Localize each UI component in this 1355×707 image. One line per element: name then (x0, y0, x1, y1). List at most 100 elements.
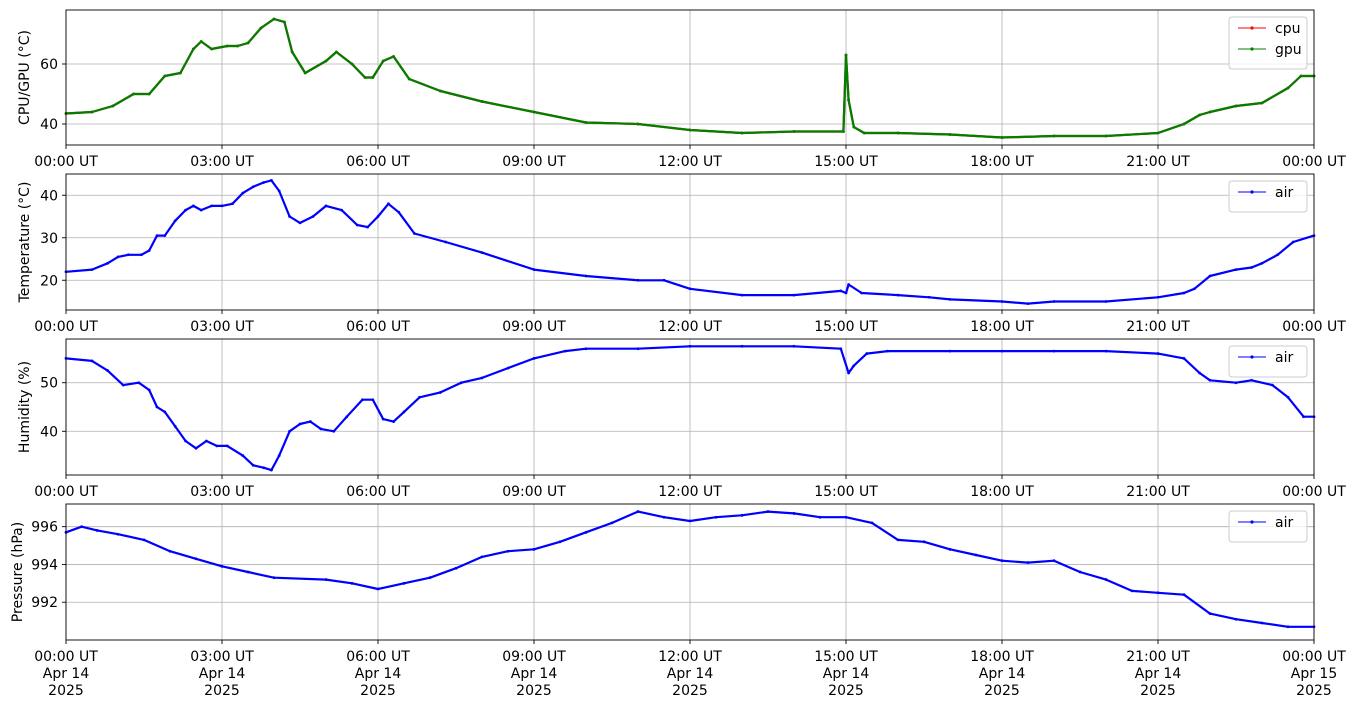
y-axis-label: Humidity (%) (17, 361, 33, 453)
data-point (90, 110, 94, 114)
data-point (345, 415, 349, 419)
data-point (428, 576, 432, 580)
data-point (1156, 591, 1160, 595)
data-point (246, 41, 250, 45)
data-point (215, 444, 219, 448)
data-point (1026, 302, 1030, 306)
data-point (163, 234, 167, 238)
legend-marker (1250, 355, 1254, 359)
data-point (662, 515, 666, 519)
data-point (1260, 101, 1264, 105)
data-point (688, 128, 692, 132)
data-point (381, 59, 385, 63)
data-point (335, 50, 338, 54)
data-point (303, 71, 307, 75)
x-tick-label: Apr 14 (823, 666, 870, 682)
x-tick-label: 06:00 UT (346, 319, 410, 335)
x-tick-label: Apr 14 (979, 666, 1026, 682)
data-point (272, 17, 276, 21)
data-point (147, 92, 151, 96)
data-point (1000, 349, 1004, 353)
legend-marker (1250, 47, 1254, 51)
data-point (1000, 136, 1004, 139)
x-tick-label: 12:00 UT (658, 649, 722, 665)
data-point (155, 234, 159, 238)
data-point (1052, 559, 1056, 563)
data-point (1182, 357, 1186, 360)
data-point (506, 549, 510, 553)
y-tick-label: 20 (40, 273, 58, 289)
data-point (298, 422, 302, 426)
data-point (298, 221, 302, 225)
y-tick-label: 40 (40, 117, 58, 133)
data-point (132, 92, 136, 96)
data-point (1156, 295, 1160, 299)
data-point (392, 420, 395, 423)
data-point (563, 349, 567, 353)
data-point (818, 515, 822, 519)
x-tick-label: Apr 14 (43, 666, 90, 682)
legend: cpu gpu (1228, 16, 1308, 70)
data-point (288, 215, 291, 218)
data-point (1208, 110, 1212, 114)
data-point (636, 278, 640, 282)
data-point (173, 425, 177, 428)
data-point (1000, 559, 1004, 563)
data-point (480, 376, 484, 380)
data-point (309, 420, 312, 423)
data-point (363, 76, 367, 79)
data-point (454, 566, 458, 570)
x-tick-label: 21:00 UT (1126, 649, 1190, 665)
data-point (444, 240, 447, 244)
x-tick-label: Apr 14 (355, 666, 402, 682)
data-point (116, 532, 120, 536)
data-point (199, 40, 203, 43)
data-point (324, 578, 328, 581)
data-point (792, 293, 796, 297)
x-tick-label: 00:00 UT (1282, 484, 1346, 500)
data-point (844, 53, 848, 57)
data-point (662, 278, 666, 282)
data-point (1052, 134, 1056, 138)
x-tick-label: 09:00 UT (502, 649, 566, 665)
legend: air (1228, 510, 1308, 543)
data-point (870, 521, 874, 525)
data-point (714, 515, 718, 519)
data-point (220, 564, 224, 568)
data-point (740, 344, 744, 348)
data-point (311, 215, 315, 218)
legend-box (1228, 345, 1308, 378)
x-tick-label: 2025 (204, 683, 240, 699)
x-tick-label: 21:00 UT (1126, 319, 1190, 335)
data-point (392, 55, 395, 58)
x-tick-label: 21:00 UT (1126, 154, 1190, 170)
data-point (740, 293, 744, 297)
data-point (126, 253, 130, 257)
legend-marker (1250, 190, 1254, 194)
data-point (179, 71, 182, 75)
data-point (1156, 352, 1160, 355)
legend-label: air (1275, 185, 1293, 201)
data-point (192, 47, 195, 51)
data-point (194, 557, 198, 561)
data-point (1104, 578, 1108, 581)
data-point (480, 100, 484, 103)
x-tick-label: 15:00 UT (814, 484, 878, 500)
x-tick-label: Apr 14 (1135, 666, 1182, 682)
data-point (413, 232, 416, 235)
data-point (1104, 134, 1108, 138)
data-point (231, 202, 234, 206)
data-point (251, 185, 255, 189)
data-point (163, 74, 167, 78)
data-point (1250, 266, 1253, 269)
data-point (896, 131, 900, 135)
data-point (852, 125, 856, 129)
data-point (584, 274, 588, 278)
data-point (225, 444, 229, 448)
data-point (241, 454, 245, 457)
y-tick-label: 40 (40, 424, 58, 440)
data-point (381, 417, 385, 421)
data-point (839, 289, 843, 293)
data-point (199, 208, 203, 212)
data-point (184, 208, 188, 212)
